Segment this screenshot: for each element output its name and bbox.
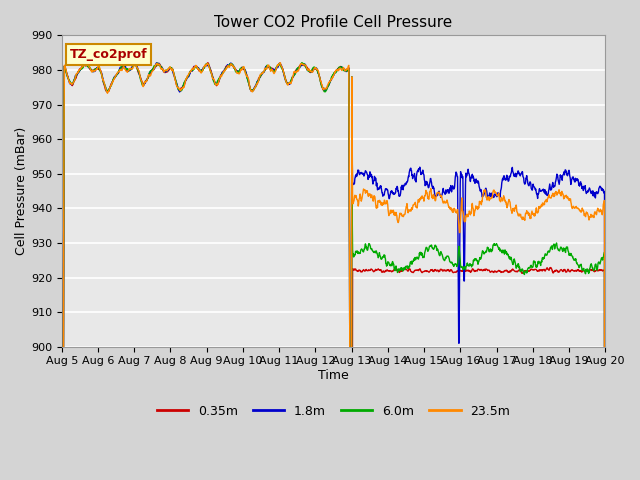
Title: Tower CO2 Profile Cell Pressure: Tower CO2 Profile Cell Pressure [214, 15, 452, 30]
X-axis label: Time: Time [318, 369, 349, 382]
Text: TZ_co2prof: TZ_co2prof [70, 48, 148, 61]
Legend: 0.35m, 1.8m, 6.0m, 23.5m: 0.35m, 1.8m, 6.0m, 23.5m [152, 400, 515, 423]
Y-axis label: Cell Pressure (mBar): Cell Pressure (mBar) [15, 127, 28, 255]
